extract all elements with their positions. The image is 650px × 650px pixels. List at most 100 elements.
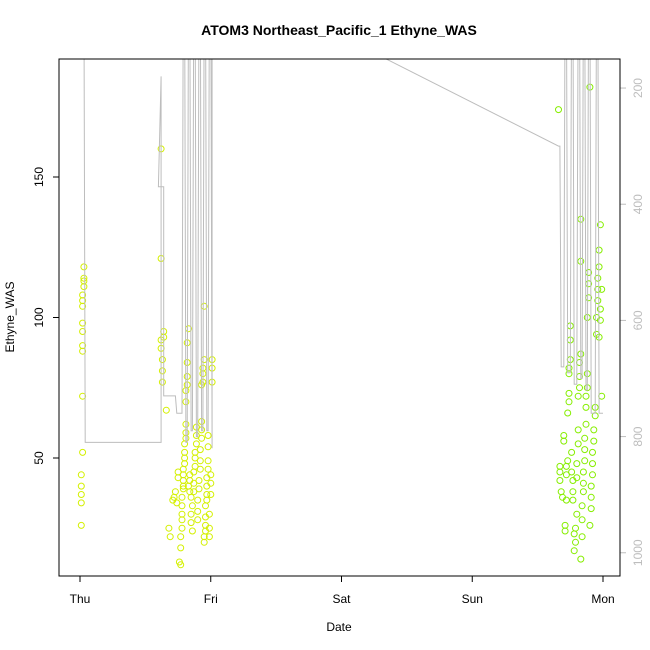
data-point bbox=[188, 502, 196, 510]
data-point bbox=[579, 468, 587, 476]
data-point bbox=[562, 462, 570, 470]
data-point bbox=[574, 426, 582, 434]
data-point bbox=[582, 420, 590, 428]
data-point bbox=[569, 488, 577, 496]
x-tick-label: Mon bbox=[591, 592, 614, 606]
data-point bbox=[590, 426, 598, 434]
data-point bbox=[564, 457, 572, 465]
data-point bbox=[561, 527, 569, 535]
data-point bbox=[589, 448, 596, 456]
x-tick-label: Sat bbox=[332, 592, 351, 606]
data-point bbox=[194, 496, 202, 504]
data-point bbox=[573, 460, 581, 468]
data-point bbox=[207, 471, 215, 479]
data-point bbox=[79, 291, 87, 299]
right-tick-label: 600 bbox=[631, 310, 645, 330]
data-point bbox=[196, 446, 204, 454]
plot-frame bbox=[58, 58, 621, 577]
data-point bbox=[590, 437, 598, 445]
data-point bbox=[594, 274, 602, 282]
data-point bbox=[572, 538, 579, 546]
data-point bbox=[178, 510, 186, 518]
data-point bbox=[569, 496, 577, 504]
data-point bbox=[177, 533, 185, 541]
data-point bbox=[171, 488, 179, 496]
data-point bbox=[195, 485, 203, 493]
data-point bbox=[173, 499, 181, 507]
data-point bbox=[576, 384, 583, 392]
data-point bbox=[198, 434, 206, 442]
data-point bbox=[589, 460, 596, 468]
data-point bbox=[589, 471, 596, 479]
data-point bbox=[568, 448, 576, 456]
data-point bbox=[80, 277, 88, 285]
data-point bbox=[203, 491, 211, 498]
data-point bbox=[79, 319, 87, 327]
data-point bbox=[196, 457, 204, 465]
data-point bbox=[177, 561, 185, 569]
data-point bbox=[578, 502, 586, 510]
data-point bbox=[162, 406, 170, 414]
data-point bbox=[181, 448, 189, 456]
right-tick-label: 200 bbox=[631, 78, 645, 98]
data-point bbox=[79, 342, 87, 350]
data-point bbox=[77, 482, 85, 490]
data-point bbox=[594, 285, 602, 293]
data-point bbox=[187, 510, 195, 518]
data-point bbox=[573, 510, 581, 518]
data-point bbox=[562, 471, 570, 479]
data-point bbox=[80, 263, 88, 271]
data-point bbox=[568, 468, 576, 476]
data-point bbox=[598, 285, 606, 293]
data-point bbox=[174, 468, 182, 476]
data-point bbox=[187, 493, 195, 501]
altitude-line bbox=[83, 59, 603, 449]
data-point bbox=[207, 491, 215, 498]
x-tick-label: Thu bbox=[70, 592, 91, 606]
data-point bbox=[204, 457, 212, 465]
data-point bbox=[582, 403, 590, 411]
data-point bbox=[565, 364, 573, 372]
data-point bbox=[578, 516, 586, 524]
plot-area bbox=[77, 59, 606, 569]
data-point bbox=[204, 432, 212, 439]
right-tick-label: 800 bbox=[631, 426, 645, 446]
data-point bbox=[158, 367, 166, 375]
data-point bbox=[565, 389, 573, 397]
data-point bbox=[166, 533, 174, 541]
data-point bbox=[158, 356, 166, 364]
data-point bbox=[77, 521, 85, 529]
data-point bbox=[576, 359, 583, 366]
data-point bbox=[596, 221, 604, 229]
data-point bbox=[587, 505, 595, 513]
data-point bbox=[77, 491, 85, 498]
data-point bbox=[190, 479, 198, 487]
data-point bbox=[207, 479, 215, 487]
data-point bbox=[188, 527, 196, 535]
data-point bbox=[574, 440, 582, 448]
x-tick-label: Fri bbox=[204, 592, 218, 606]
data-point bbox=[79, 328, 87, 335]
data-point bbox=[574, 392, 582, 400]
data-point bbox=[178, 493, 186, 501]
data-point bbox=[204, 443, 212, 451]
data-point bbox=[77, 499, 85, 507]
right-tick-label: 400 bbox=[631, 194, 645, 214]
data-point bbox=[202, 502, 209, 510]
data-point bbox=[573, 474, 581, 482]
data-point bbox=[195, 477, 203, 484]
data-point bbox=[555, 106, 562, 114]
data-point bbox=[179, 485, 187, 493]
y-axis-label: Ethyne_WAS bbox=[3, 282, 17, 353]
data-point bbox=[570, 530, 578, 538]
data-point bbox=[194, 516, 202, 524]
data-point bbox=[579, 488, 587, 496]
data-point bbox=[577, 555, 585, 563]
data-point bbox=[79, 448, 87, 456]
data-point bbox=[190, 488, 198, 496]
x-axis-label: Date bbox=[326, 620, 352, 634]
data-point bbox=[596, 316, 604, 324]
data-point bbox=[165, 524, 173, 532]
data-point bbox=[587, 482, 595, 490]
